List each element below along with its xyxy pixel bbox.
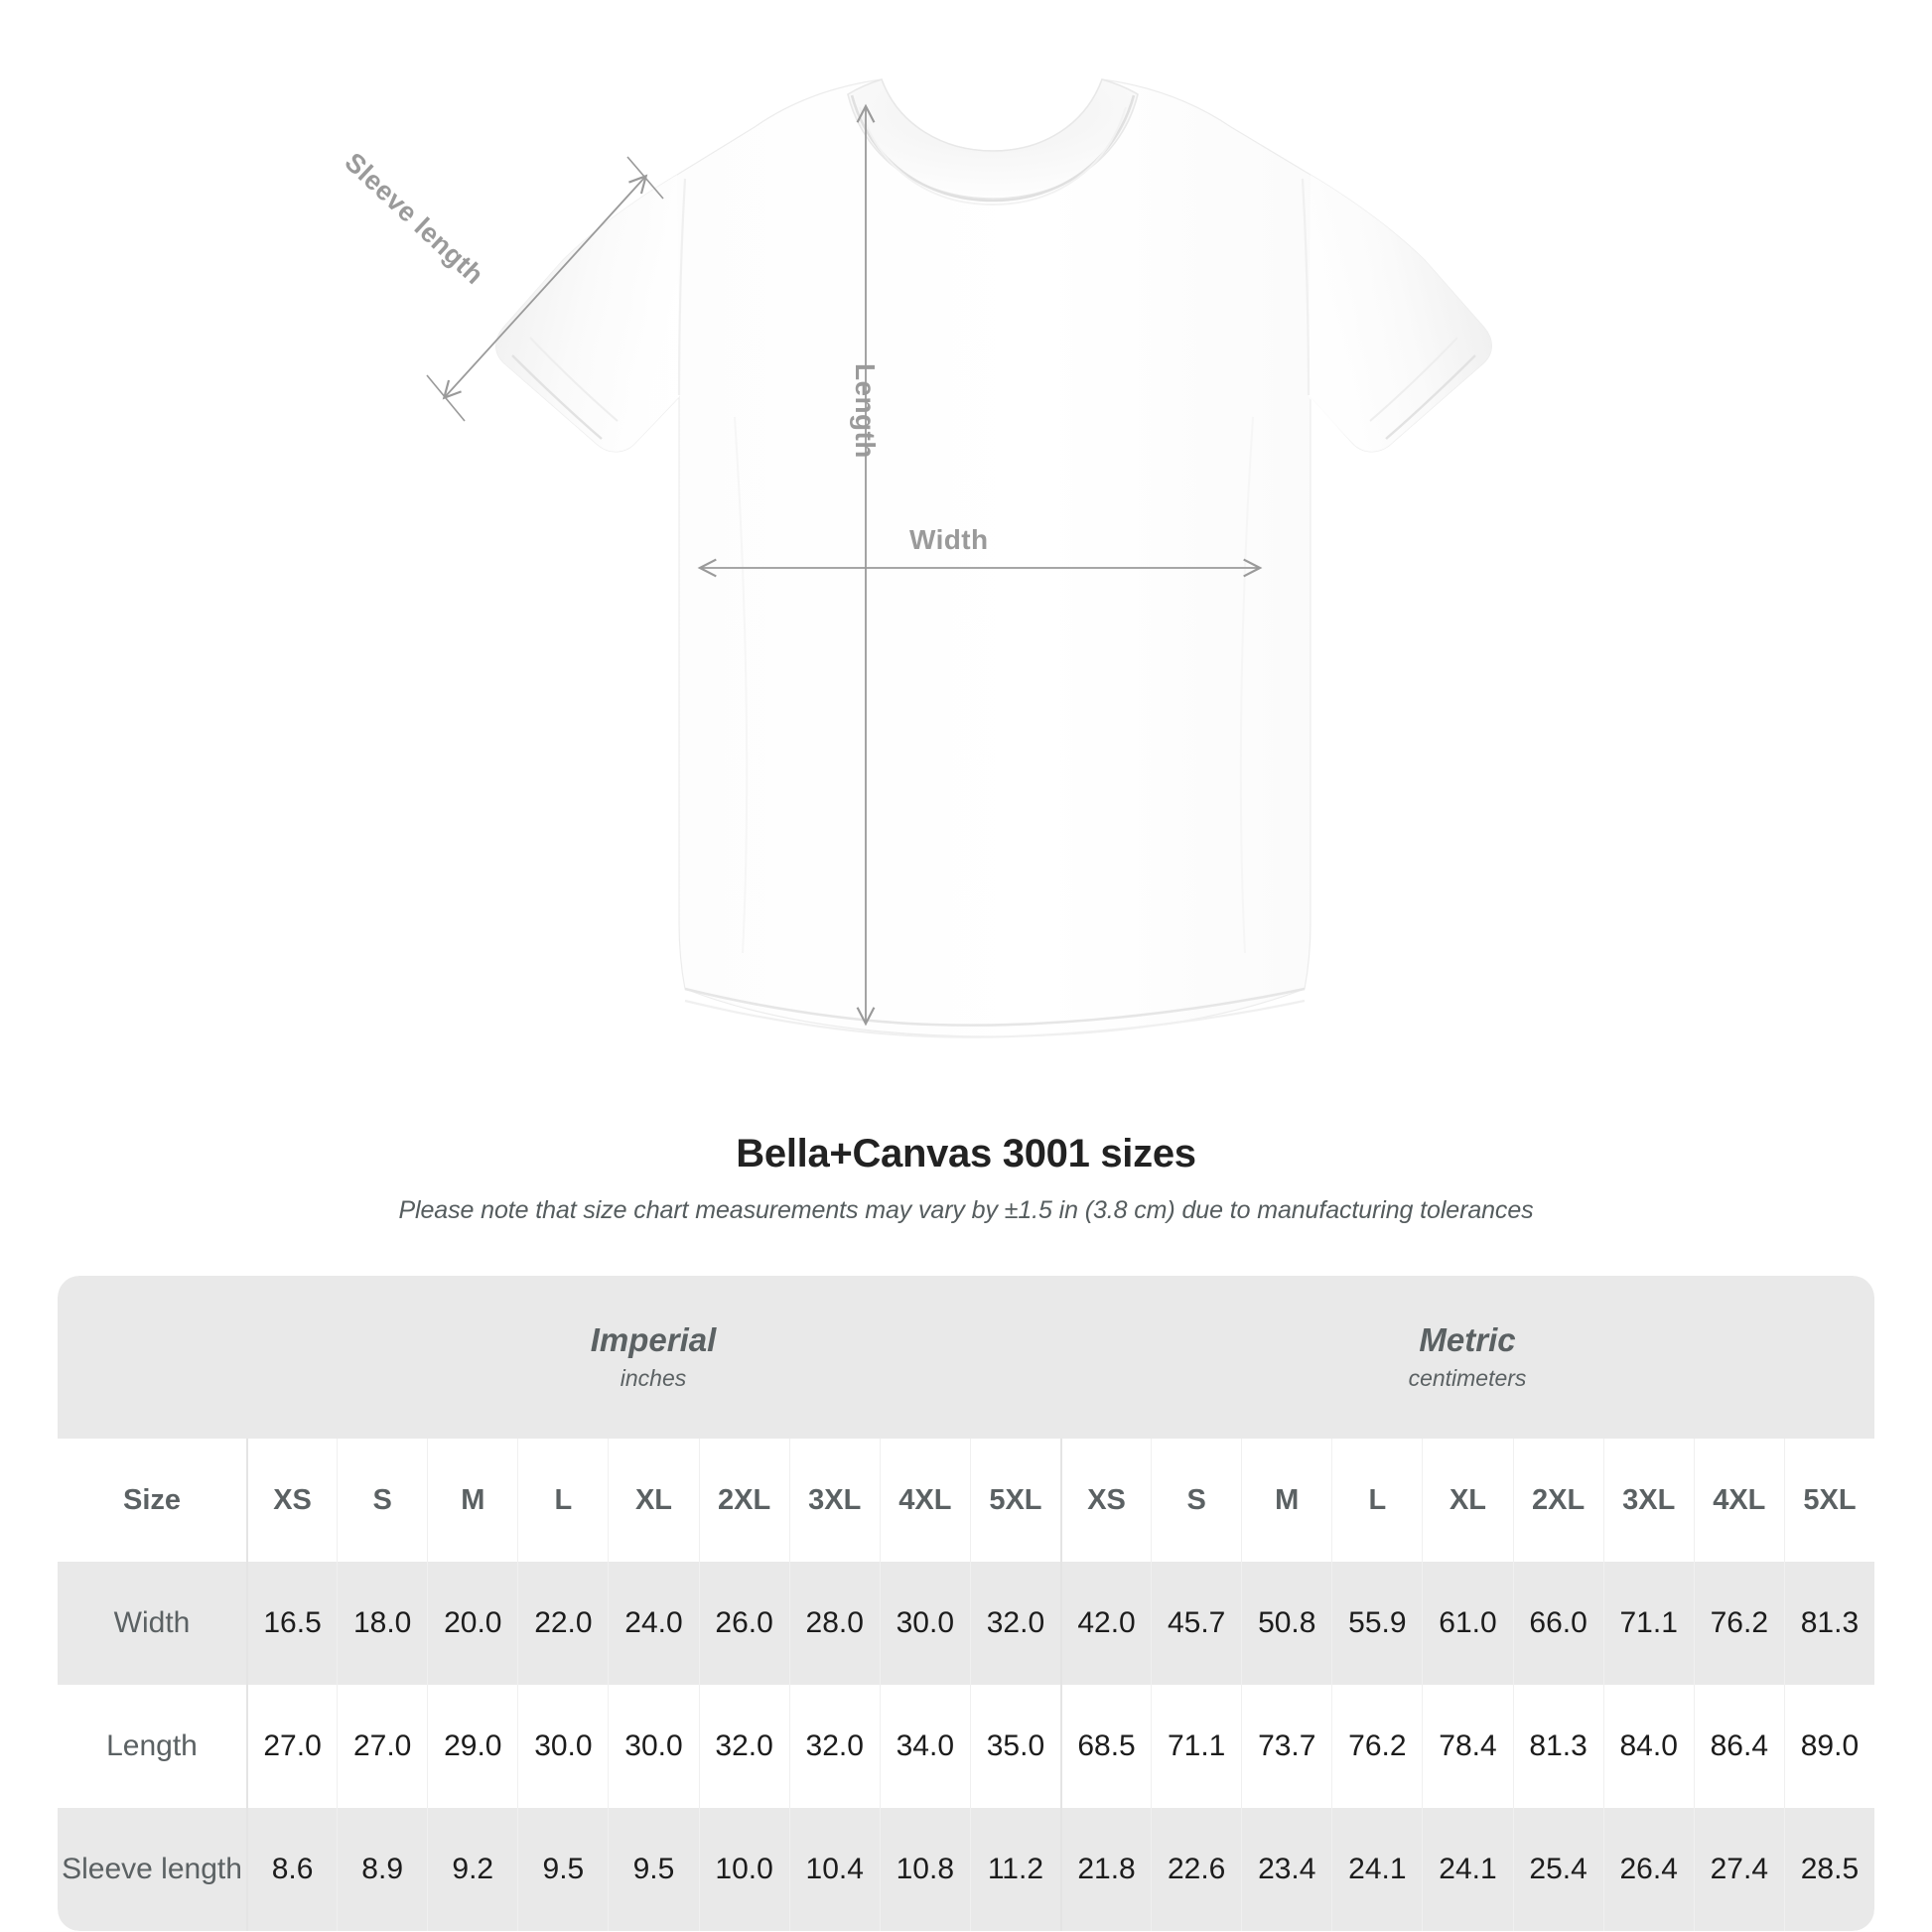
table-cell: L <box>1331 1439 1423 1562</box>
table-cell: 9.2 <box>427 1808 518 1931</box>
table-cell: 89.0 <box>1783 1685 1875 1808</box>
table-cell: 30.0 <box>517 1685 609 1808</box>
table-cell: 18.0 <box>337 1562 428 1685</box>
table-cell: 4XL <box>1693 1439 1784 1562</box>
table-row-size: Size XS S M L XL 2XL 3XL 4XL 5XL XS S M L XL 2XL 3XL 4XL 5… <box>58 1439 1875 1562</box>
table-cell: 28.5 <box>1783 1808 1875 1931</box>
table-cell: 27.0 <box>246 1685 338 1808</box>
unit-group-name: Metric <box>1419 1321 1516 1359</box>
table-cell: 9.5 <box>517 1808 609 1931</box>
table-cell: 4XL <box>879 1439 970 1562</box>
table-cell: 26.4 <box>1602 1808 1694 1931</box>
table-cell: XL <box>1422 1439 1513 1562</box>
table-cell: 24.1 <box>1422 1808 1513 1931</box>
table-cell: 2XL <box>1512 1439 1603 1562</box>
row-header-sleeve-length: Sleeve length <box>58 1808 246 1931</box>
table-cell: 22.0 <box>517 1562 609 1685</box>
table-cell: 71.1 <box>1151 1685 1242 1808</box>
table-cell: XL <box>608 1439 699 1562</box>
table-cell: 3XL <box>1602 1439 1694 1562</box>
length-label: Length <box>850 363 881 459</box>
page-title: Bella+Canvas 3001 sizes <box>736 1132 1196 1175</box>
table-cell: M <box>427 1439 518 1562</box>
tshirt-shape <box>495 78 1492 1038</box>
table-cell: 20.0 <box>427 1562 518 1685</box>
table-cell: 26.0 <box>698 1562 789 1685</box>
table-cell: 2XL <box>698 1439 789 1562</box>
unit-group-subtitle: inches <box>620 1365 687 1392</box>
table-cell: 81.3 <box>1512 1685 1603 1808</box>
table-cell: 23.4 <box>1241 1808 1332 1931</box>
table-cell: 78.4 <box>1422 1685 1513 1808</box>
title-block: Bella+Canvas 3001 sizes Please note that… <box>0 1132 1932 1225</box>
table-cell: 66.0 <box>1512 1562 1603 1685</box>
table-cell: XS <box>246 1439 338 1562</box>
table-cell: 76.2 <box>1331 1685 1423 1808</box>
table-cell: 27.4 <box>1693 1808 1784 1931</box>
table-cell: S <box>337 1439 428 1562</box>
unit-group-name: Imperial <box>590 1321 717 1359</box>
row-header-width: Width <box>58 1562 246 1685</box>
table-cell: 45.7 <box>1151 1562 1242 1685</box>
size-chart-table: Imperial inches Metric centimeters Size XS S M… <box>58 1276 1875 1931</box>
table-cell: 22.6 <box>1151 1808 1242 1931</box>
table-cell: 30.0 <box>608 1685 699 1808</box>
tolerance-note: Please note that size chart measurements… <box>398 1196 1534 1224</box>
row-header-size: Size <box>58 1439 246 1562</box>
tshirt-illustration <box>426 78 1492 1038</box>
size-chart-table-wrapper: Imperial inches Metric centimeters Size XS S M… <box>58 1276 1875 1931</box>
table-cell: 32.0 <box>969 1562 1060 1685</box>
table-cell: 10.8 <box>879 1808 970 1931</box>
table-cell: 61.0 <box>1422 1562 1513 1685</box>
table-cell: 35.0 <box>969 1685 1060 1808</box>
table-cell: 68.5 <box>1059 1685 1152 1808</box>
table-row-width: Width 16.5 18.0 20.0 22.0 24.0 26.0 28.0 30.0 32.… <box>58 1562 1875 1685</box>
table-cell: 76.2 <box>1693 1562 1784 1685</box>
table-cell: 24.0 <box>608 1562 699 1685</box>
table-cell: 9.5 <box>608 1808 699 1931</box>
unit-header-spacer <box>58 1276 246 1439</box>
table-cell: 84.0 <box>1602 1685 1694 1808</box>
table-cell: 71.1 <box>1602 1562 1694 1685</box>
table-cell: S <box>1151 1439 1242 1562</box>
table-cell: 24.1 <box>1331 1808 1423 1931</box>
table-cell: 30.0 <box>879 1562 970 1685</box>
width-label: Width <box>909 524 989 555</box>
table-cell: M <box>1241 1439 1332 1562</box>
unit-group-subtitle: centimeters <box>1408 1365 1527 1392</box>
table-cell: L <box>517 1439 609 1562</box>
table-cell: 73.7 <box>1241 1685 1332 1808</box>
table-cell: 27.0 <box>337 1685 428 1808</box>
unit-group-metric: Metric centimeters <box>1059 1276 1875 1439</box>
table-cell: 10.4 <box>788 1808 880 1931</box>
table-cell: 5XL <box>969 1439 1060 1562</box>
table-cell: 86.4 <box>1693 1685 1784 1808</box>
row-header-length: Length <box>58 1685 246 1808</box>
sleeve-length-arrow-icon <box>426 156 664 422</box>
table-cell: 25.4 <box>1512 1808 1603 1931</box>
table-cell: 34.0 <box>879 1685 970 1808</box>
table-row-length: Length 27.0 27.0 29.0 30.0 30.0 32.0 32.0 34.0 35… <box>58 1685 1875 1808</box>
table-row-sleeve-length: Sleeve length 8.6 8.9 9.2 9.5 9.5 10.0 10.4 10.8… <box>58 1808 1875 1931</box>
table-cell: 81.3 <box>1783 1562 1875 1685</box>
table-cell: 11.2 <box>969 1808 1060 1931</box>
table-cell: 21.8 <box>1059 1808 1152 1931</box>
tshirt-diagram: Sleeve length Length Width <box>340 78 1492 1038</box>
table-cell: 16.5 <box>246 1562 338 1685</box>
table-cell: 28.0 <box>788 1562 880 1685</box>
table-cell: 8.9 <box>337 1808 428 1931</box>
table-cell: 29.0 <box>427 1685 518 1808</box>
table-cell: 32.0 <box>698 1685 789 1808</box>
table-cell: 8.6 <box>246 1808 338 1931</box>
table-cell: 42.0 <box>1059 1562 1152 1685</box>
table-cell: 5XL <box>1783 1439 1875 1562</box>
table-cell: XS <box>1059 1439 1152 1562</box>
unit-group-imperial: Imperial inches <box>246 1276 1060 1439</box>
table-cell: 10.0 <box>698 1808 789 1931</box>
table-cell: 55.9 <box>1331 1562 1423 1685</box>
table-cell: 3XL <box>788 1439 880 1562</box>
table-cell: 32.0 <box>788 1685 880 1808</box>
table-cell: 50.8 <box>1241 1562 1332 1685</box>
unit-header-row: Imperial inches Metric centimeters <box>58 1276 1875 1439</box>
